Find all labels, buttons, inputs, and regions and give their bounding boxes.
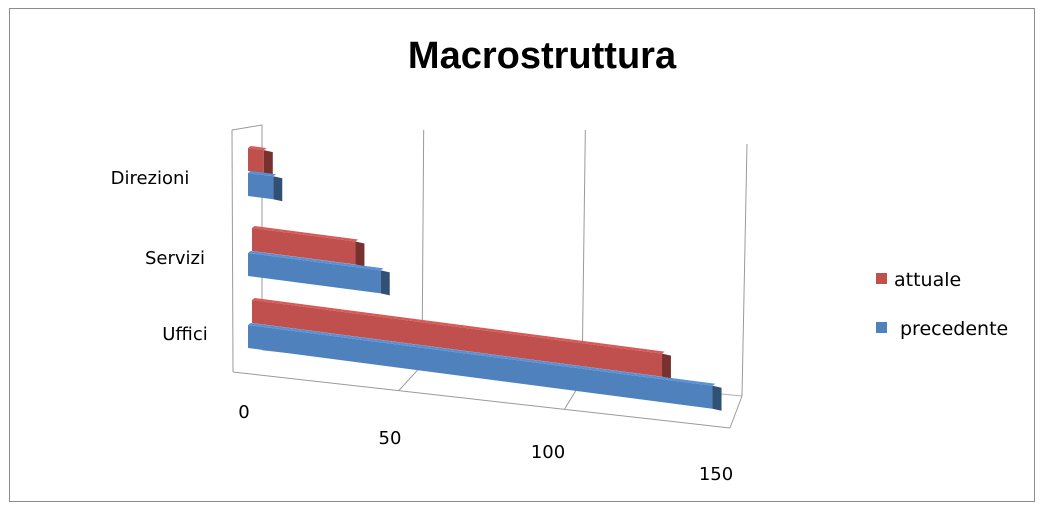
bar-side-precedente-servizi bbox=[380, 270, 390, 296]
bar-precedente-servizi bbox=[248, 253, 381, 294]
legend-swatch bbox=[876, 273, 887, 284]
chart-frame bbox=[9, 8, 1035, 502]
bar-attuale-direzioni bbox=[248, 148, 264, 174]
x-tick-label: 100 bbox=[531, 442, 565, 463]
bar-precedente-uffici bbox=[248, 325, 713, 409]
category-label: Direzioni bbox=[111, 168, 190, 189]
bar-top-precedente-direzioni bbox=[248, 171, 276, 177]
gridline bbox=[741, 143, 748, 397]
bar-top-precedente-uffici bbox=[248, 323, 716, 386]
bar-attuale-uffici bbox=[252, 300, 662, 377]
bar-side-attuale-direzioni bbox=[263, 150, 273, 176]
bar-top-precedente-servizi bbox=[248, 251, 384, 271]
chart-bars bbox=[248, 146, 722, 411]
bar-side-attuale-uffici bbox=[661, 353, 671, 379]
bar-top-attuale-direzioni bbox=[248, 146, 267, 151]
floor-gridline bbox=[729, 395, 743, 429]
legend-label: precedente bbox=[900, 318, 1008, 340]
x-tick-labels: 0 50 100 150 bbox=[238, 402, 733, 485]
category-labels: Direzioni Servizi Uffici bbox=[111, 168, 208, 345]
x-tick-label: 150 bbox=[699, 464, 733, 485]
axis-floor-front bbox=[232, 371, 731, 429]
x-tick-label: 0 bbox=[238, 402, 249, 423]
category-label: Servizi bbox=[145, 248, 205, 269]
legend-label: attuale bbox=[894, 269, 961, 291]
bar-side-attuale-servizi bbox=[355, 241, 365, 267]
gridline bbox=[581, 129, 586, 381]
bar-side-precedente-uffici bbox=[712, 385, 722, 411]
bar-precedente-direzioni bbox=[248, 173, 274, 200]
bar-top-attuale-uffici bbox=[252, 298, 665, 354]
chart-title: Macrostruttura bbox=[408, 35, 677, 77]
bar-side-precedente-direzioni bbox=[273, 176, 283, 202]
category-label: Uffici bbox=[162, 324, 207, 345]
bar-attuale-servizi bbox=[252, 228, 356, 265]
bar-top-attuale-servizi bbox=[252, 226, 359, 242]
axis-wall-top bbox=[231, 124, 263, 131]
axis-wall-left bbox=[231, 129, 234, 373]
legend-swatch bbox=[876, 322, 887, 333]
chart-legend: attuale precedente bbox=[876, 269, 1008, 340]
x-tick-label: 50 bbox=[379, 428, 402, 449]
